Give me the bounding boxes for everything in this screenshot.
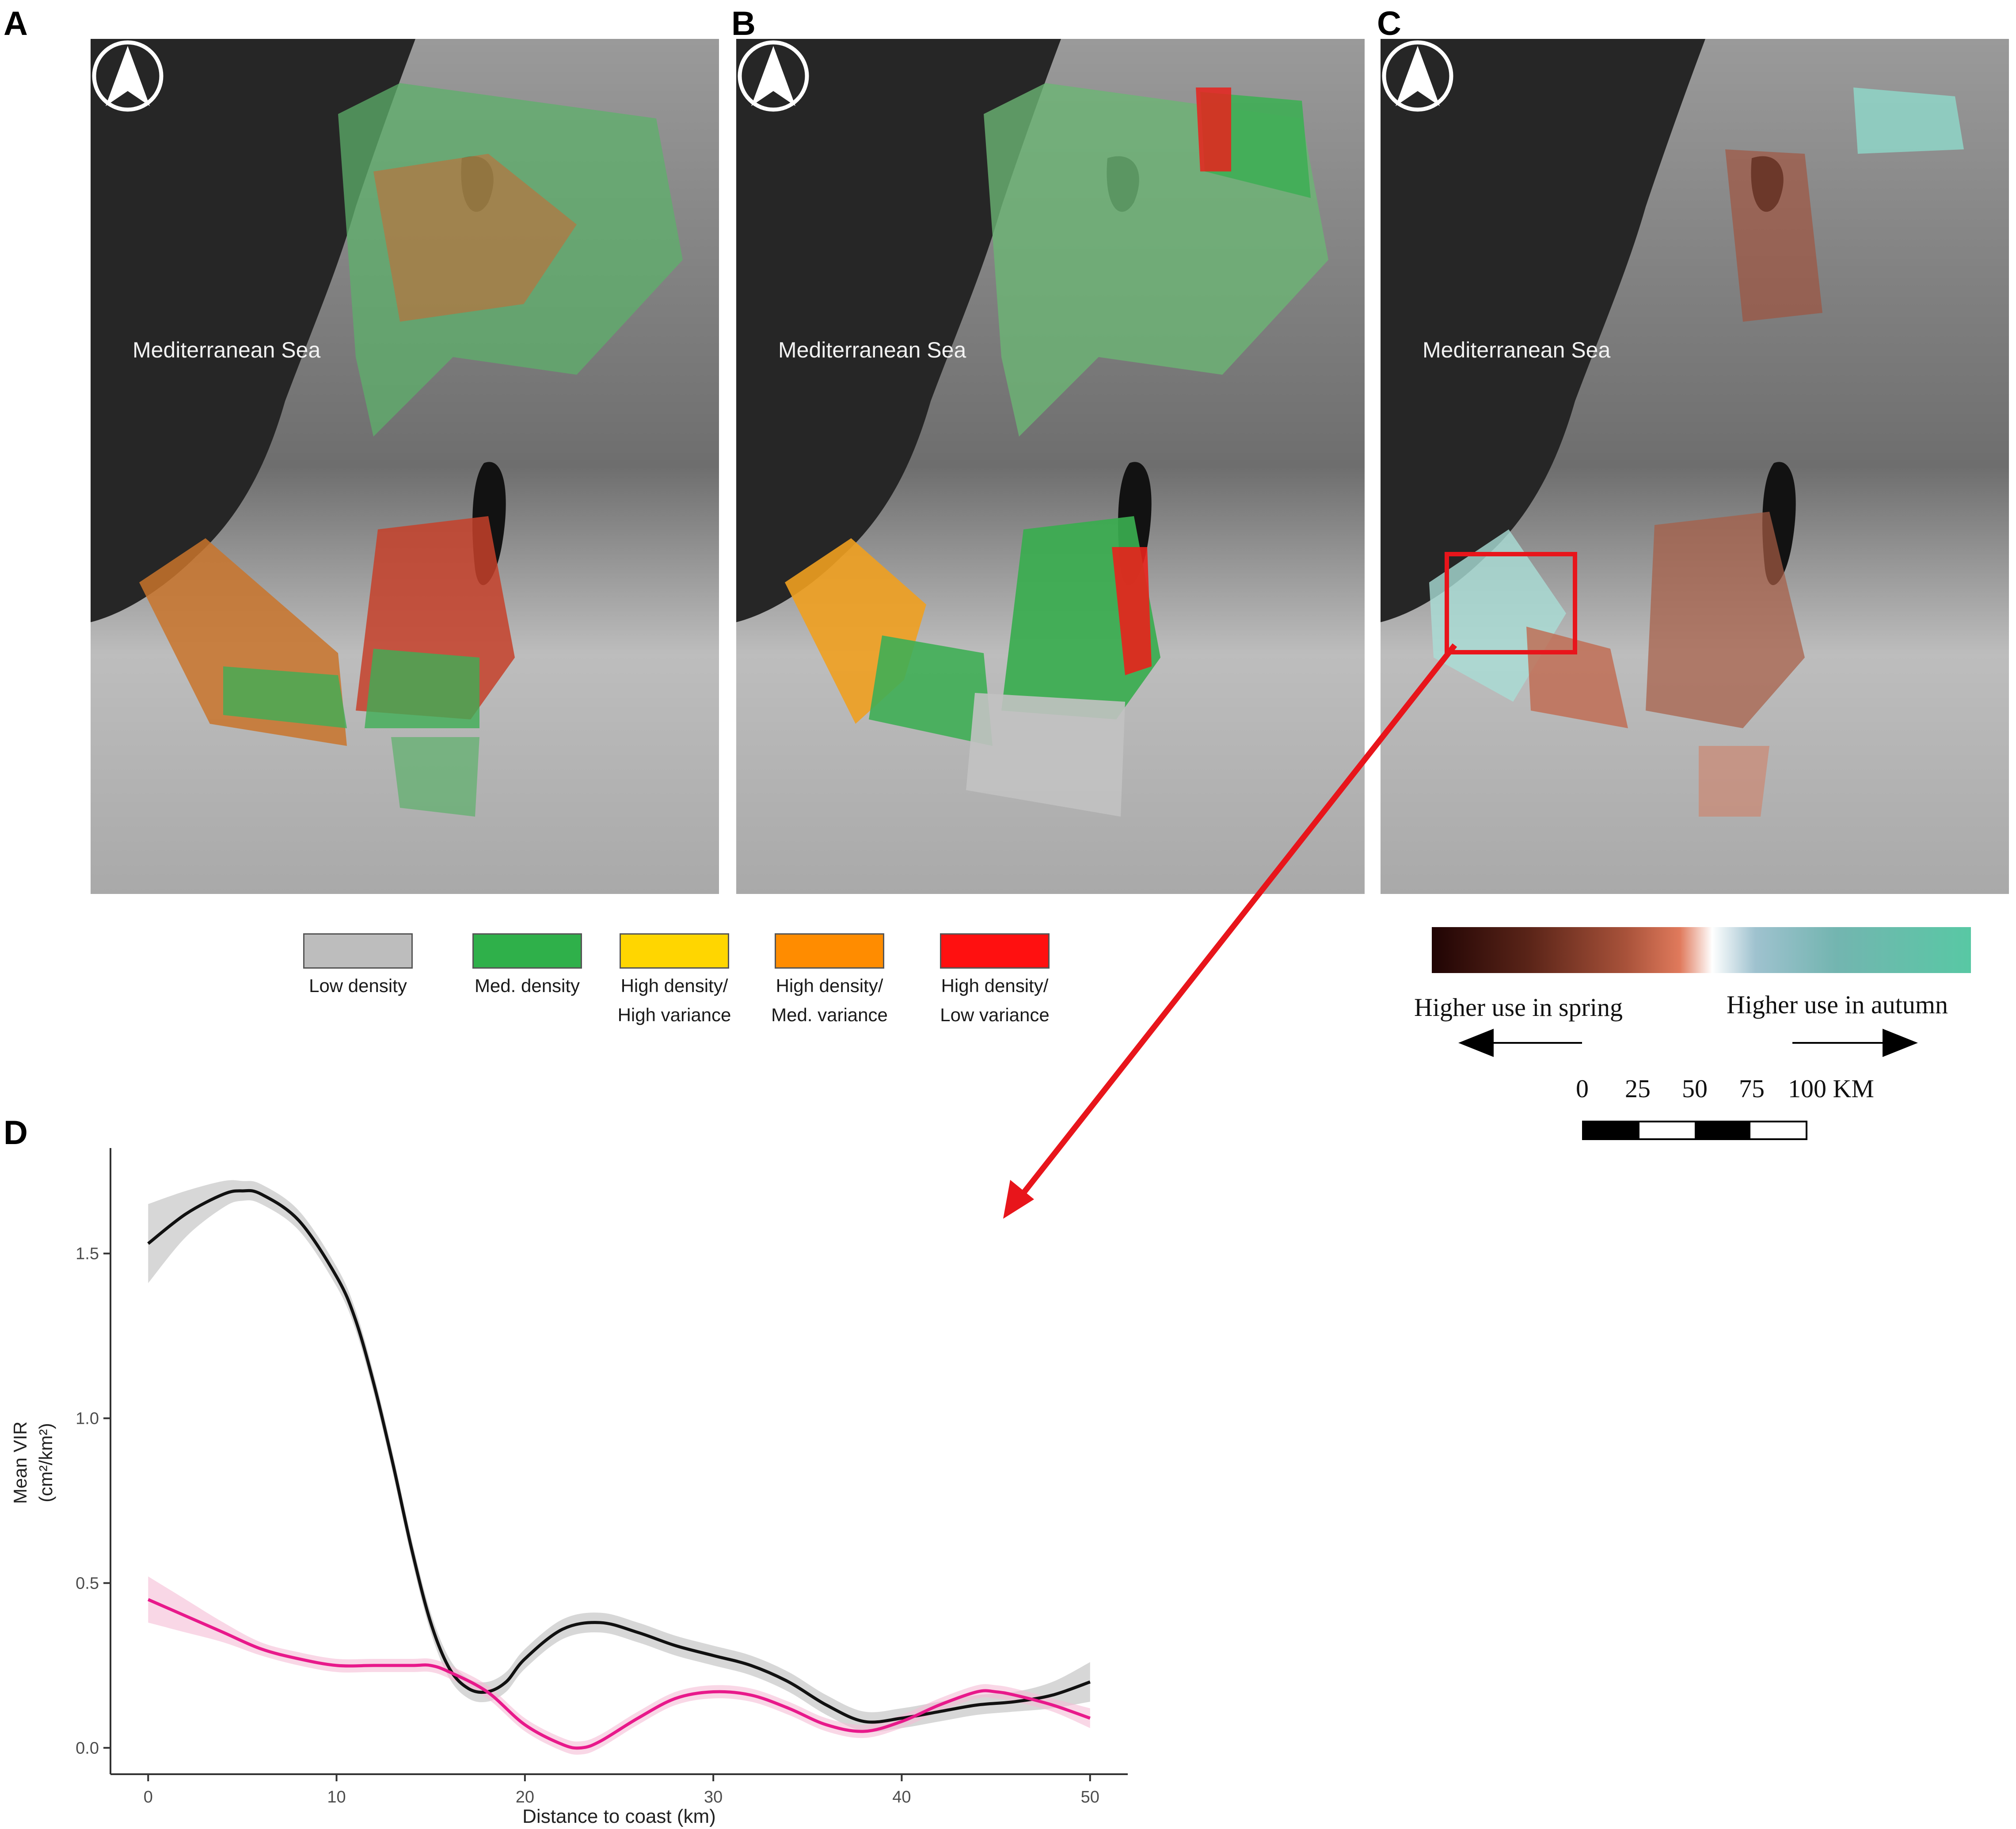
scale-tick-25: 25 [1625, 1074, 1651, 1103]
panel-letter-a: A [4, 5, 28, 42]
map-b-terrain [736, 39, 1365, 894]
north-arrow-icon [1382, 40, 1453, 112]
legend-label: High density/Med. variance [763, 971, 896, 1030]
legend-label: Low density [292, 971, 424, 1000]
highlight-box [1445, 552, 1577, 654]
legend-label-line: Med. density [474, 975, 580, 996]
scale-tick-50: 50 [1682, 1074, 1708, 1103]
scale-tick-100: 100 KM [1788, 1074, 1874, 1103]
x-tick-label: 40 [892, 1788, 911, 1806]
legend-item: High density/High variance [608, 933, 741, 1030]
left-arrow-icon [1458, 1029, 1582, 1057]
map-panel-b: Mediterranean Sea [736, 39, 1365, 894]
legend-swatch [472, 933, 582, 969]
legend-swatch [620, 933, 729, 969]
x-axis-title: Distance to coast (km) [522, 1806, 716, 1827]
legend-label-line: High variance [617, 1004, 731, 1025]
x-tick-label: 10 [327, 1788, 346, 1806]
spring-label: Higher use in spring [1414, 993, 1623, 1022]
legend-item: Med. density [461, 933, 593, 1000]
legend-swatch [940, 933, 1050, 969]
y-tick-label: 1.5 [76, 1245, 99, 1263]
legend-label-line: High density/ [776, 975, 883, 996]
y-axis-title: Mean VIR [10, 1422, 30, 1504]
north-arrow-icon [92, 40, 164, 112]
panel-letter-c: C [1377, 5, 1401, 42]
season-color-ramp [1432, 927, 1971, 973]
legend-item: High density/Med. variance [763, 933, 896, 1030]
legend-label: High density/High variance [608, 971, 741, 1030]
scale-tick-75: 75 [1739, 1074, 1765, 1103]
legend-label-line: Low variance [940, 1004, 1050, 1025]
right-arrow-icon [1792, 1029, 1918, 1057]
map-panel-c: Mediterranean Sea [1381, 39, 2009, 894]
series-line-1 [147, 1598, 1091, 1750]
map-a-terrain [91, 39, 719, 894]
panel-letter-b: B [731, 5, 756, 42]
panel-letter-d: D [4, 1114, 28, 1152]
series-line-0 [147, 1189, 1091, 1724]
x-tick-label: 50 [1081, 1788, 1099, 1806]
legend-label-line: Med. variance [771, 1004, 888, 1025]
connector-arrow-line [1014, 643, 1457, 1204]
connector-arrow-head-icon [1003, 1180, 1034, 1219]
spring-cluster-north [1725, 149, 1822, 322]
legend-item: Low density [292, 933, 424, 1000]
sea-label: Mediterranean Sea [778, 338, 966, 362]
sea-area [1381, 39, 1705, 622]
y-tick-label: 0.5 [76, 1574, 99, 1593]
autumn-cluster-north [1853, 87, 1964, 154]
legend-label-line: High density/ [941, 975, 1049, 996]
y-tick-label: 0.0 [76, 1739, 99, 1757]
x-tick-label: 0 [144, 1788, 153, 1806]
scale-tick-0: 0 [1576, 1074, 1589, 1103]
confidence-band-0 [148, 1180, 1090, 1732]
y-axis-title-units: (cm²/km²) [35, 1423, 56, 1502]
y-tick-label: 1.0 [76, 1410, 99, 1428]
legend-label: High density/Low variance [928, 971, 1061, 1030]
sea-label: Mediterranean Sea [1423, 338, 1611, 362]
legend-item: High density/Low variance [928, 933, 1061, 1030]
legend-swatch [775, 933, 884, 969]
legend-swatch [303, 933, 413, 969]
map-panel-a: Mediterranean Sea [91, 39, 719, 894]
legend-label: Med. density [461, 971, 593, 1000]
sea-area [91, 39, 415, 622]
legend-label-line: Low density [309, 975, 407, 996]
x-tick-label: 20 [516, 1788, 534, 1806]
sea-area [736, 39, 1061, 622]
map-c-terrain [1381, 39, 2009, 894]
x-tick-label: 30 [704, 1788, 723, 1806]
north-arrow-icon [738, 40, 809, 112]
sea-label: Mediterranean Sea [133, 338, 321, 362]
legend-label-line: High density/ [620, 975, 728, 996]
spring-cluster-southeast [1646, 512, 1805, 728]
autumn-label: Higher use in autumn [1727, 990, 1948, 1019]
vir-chart: 0 10 20 30 40 50 0.0 0.5 1.0 1.5 Distance to coast… [10, 1148, 1128, 1827]
scale-bar [1582, 1121, 1807, 1140]
